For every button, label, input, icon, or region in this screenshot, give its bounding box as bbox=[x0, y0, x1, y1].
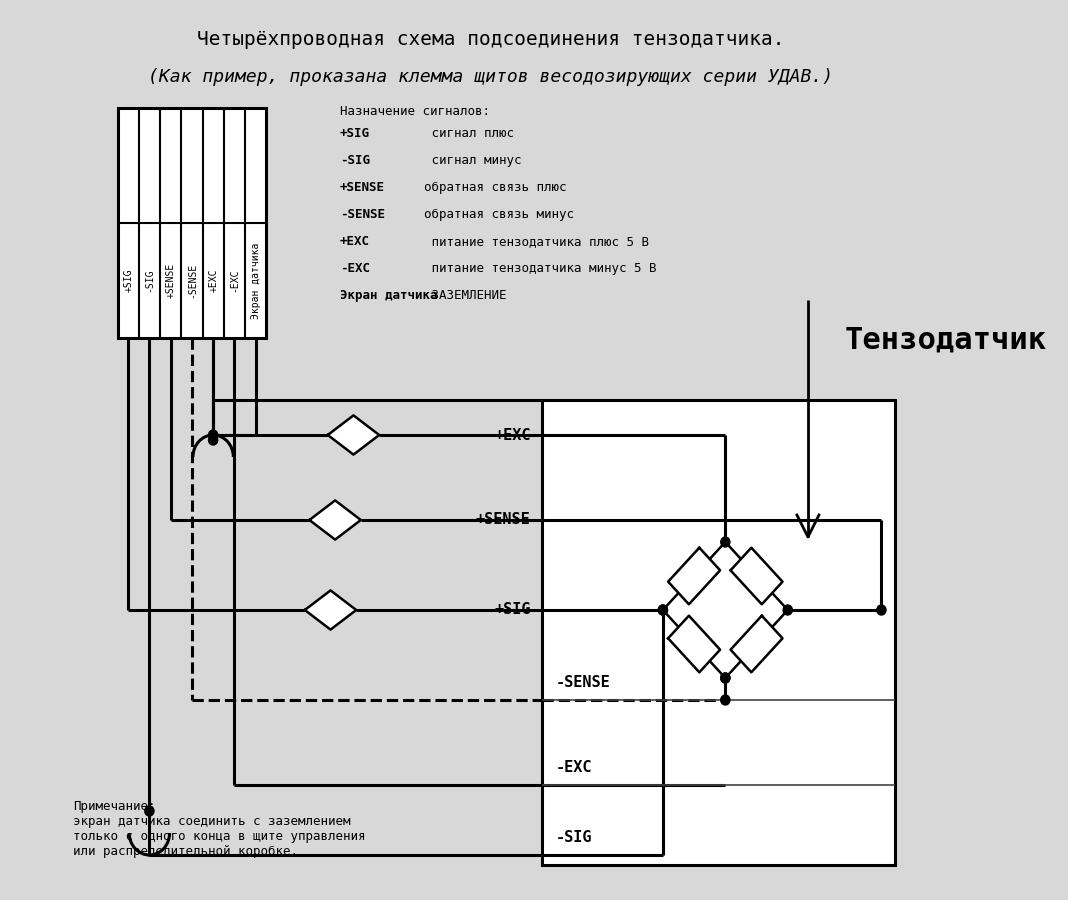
Text: -SENSE: -SENSE bbox=[555, 675, 610, 690]
Text: -EXC: -EXC bbox=[230, 269, 239, 292]
Text: +SENSE: +SENSE bbox=[340, 181, 384, 194]
Circle shape bbox=[658, 605, 668, 615]
Polygon shape bbox=[310, 500, 361, 540]
Polygon shape bbox=[669, 616, 720, 672]
Text: -EXC: -EXC bbox=[340, 262, 370, 275]
Text: +SENSE: +SENSE bbox=[476, 512, 531, 527]
Text: (Как пример, проказана клемма щитов весодозирующих серии УДАВ.): (Как пример, проказана клемма щитов весо… bbox=[147, 68, 833, 86]
Text: Экран датчика: Экран датчика bbox=[251, 242, 261, 319]
Text: Четырёхпроводная схема подсоединения тензодатчика.: Четырёхпроводная схема подсоединения тен… bbox=[197, 30, 784, 49]
Text: сигнал минус: сигнал минус bbox=[409, 154, 521, 167]
Polygon shape bbox=[304, 590, 357, 630]
Circle shape bbox=[721, 537, 729, 547]
Text: питание тензодатчика минус 5 В: питание тензодатчика минус 5 В bbox=[409, 262, 656, 275]
Text: -SENSE: -SENSE bbox=[340, 208, 384, 221]
Text: +SIG: +SIG bbox=[123, 269, 134, 292]
Text: +SIG: +SIG bbox=[494, 602, 531, 617]
Text: +EXC: +EXC bbox=[208, 269, 218, 292]
Text: +SENSE: +SENSE bbox=[166, 263, 175, 298]
Text: ЗАЗЕМЛЕНИЕ: ЗАЗЕМЛЕНИЕ bbox=[409, 289, 506, 302]
Text: обратная связь минус: обратная связь минус bbox=[409, 208, 574, 221]
Polygon shape bbox=[328, 416, 379, 454]
Circle shape bbox=[208, 435, 218, 445]
Text: Назначение сигналов:: Назначение сигналов: bbox=[340, 105, 490, 118]
Text: -SENSE: -SENSE bbox=[187, 263, 197, 298]
Circle shape bbox=[658, 605, 668, 615]
Bar bbox=[117, 108, 266, 338]
Circle shape bbox=[783, 605, 792, 615]
Text: питание тензодатчика плюс 5 В: питание тензодатчика плюс 5 В bbox=[409, 235, 648, 248]
Text: -SIG: -SIG bbox=[555, 830, 592, 845]
Circle shape bbox=[877, 605, 886, 615]
Text: -EXC: -EXC bbox=[555, 760, 592, 775]
Text: +SIG: +SIG bbox=[340, 127, 370, 140]
Polygon shape bbox=[669, 548, 720, 604]
Text: сигнал плюс: сигнал плюс bbox=[409, 127, 514, 140]
Text: Экран датчика: Экран датчика bbox=[340, 289, 437, 302]
Text: обратная связь плюс: обратная связь плюс bbox=[409, 181, 566, 194]
Text: +EXC: +EXC bbox=[494, 428, 531, 443]
Circle shape bbox=[721, 673, 729, 683]
Circle shape bbox=[208, 430, 218, 440]
Text: +EXC: +EXC bbox=[340, 235, 370, 248]
Circle shape bbox=[721, 695, 729, 705]
Polygon shape bbox=[731, 616, 783, 672]
Text: -SIG: -SIG bbox=[144, 269, 155, 292]
Circle shape bbox=[721, 673, 729, 683]
Bar bbox=[541, 400, 895, 865]
Polygon shape bbox=[731, 548, 783, 604]
Text: Примечание:
экран датчика соединить с заземлением
только с одного конца в щите у: Примечание: экран датчика соединить с за… bbox=[74, 800, 366, 858]
Circle shape bbox=[145, 806, 154, 816]
Text: -SIG: -SIG bbox=[340, 154, 370, 167]
Text: Тензодатчик: Тензодатчик bbox=[845, 326, 1047, 355]
